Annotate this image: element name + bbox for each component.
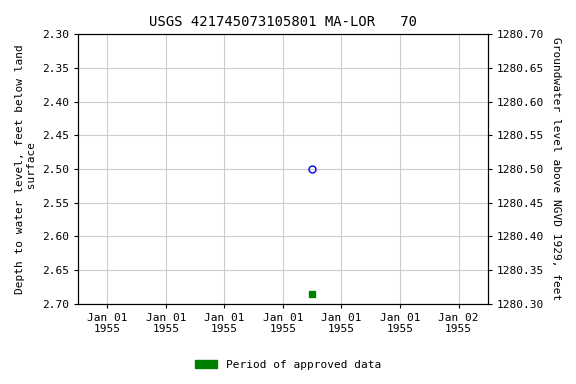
- Y-axis label: Groundwater level above NGVD 1929, feet: Groundwater level above NGVD 1929, feet: [551, 38, 561, 301]
- Title: USGS 421745073105801 MA-LOR   70: USGS 421745073105801 MA-LOR 70: [149, 15, 417, 29]
- Y-axis label: Depth to water level, feet below land
 surface: Depth to water level, feet below land su…: [15, 44, 37, 294]
- Legend: Period of approved data: Period of approved data: [191, 356, 385, 375]
